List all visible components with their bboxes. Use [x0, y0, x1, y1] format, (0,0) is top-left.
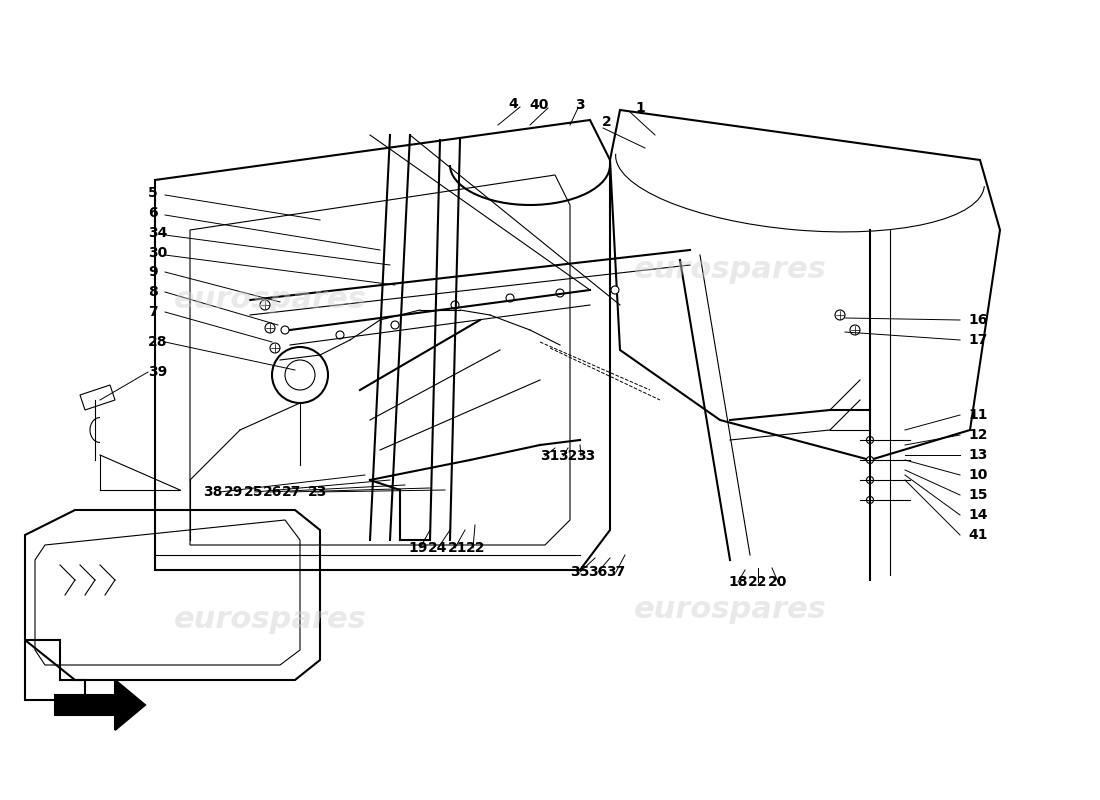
Circle shape [280, 326, 289, 334]
Text: 22: 22 [748, 575, 768, 589]
Text: 17: 17 [968, 333, 988, 347]
Circle shape [867, 437, 873, 443]
Text: 2: 2 [602, 115, 612, 129]
Text: 41: 41 [968, 528, 988, 542]
Text: 11: 11 [968, 408, 988, 422]
Text: 38: 38 [204, 485, 222, 499]
Circle shape [336, 331, 344, 339]
Circle shape [272, 347, 328, 403]
Text: eurospares: eurospares [174, 286, 366, 314]
Text: 40: 40 [529, 98, 549, 112]
Text: 32: 32 [558, 449, 578, 463]
Circle shape [835, 310, 845, 320]
Text: 1: 1 [635, 101, 645, 115]
Text: 26: 26 [263, 485, 283, 499]
Circle shape [270, 343, 280, 353]
Text: 28: 28 [148, 335, 167, 349]
Text: 37: 37 [606, 565, 625, 579]
Text: 19: 19 [408, 541, 428, 555]
Text: 7: 7 [148, 305, 157, 319]
Circle shape [260, 300, 270, 310]
Text: 35: 35 [570, 565, 590, 579]
Circle shape [867, 497, 873, 503]
Text: 30: 30 [148, 246, 167, 260]
Circle shape [451, 301, 459, 309]
Circle shape [610, 286, 619, 294]
Text: 8: 8 [148, 285, 157, 299]
Text: 23: 23 [308, 485, 328, 499]
Text: 25: 25 [244, 485, 264, 499]
Text: 29: 29 [224, 485, 243, 499]
Polygon shape [55, 680, 145, 730]
Circle shape [867, 457, 873, 463]
Text: 21: 21 [448, 541, 468, 555]
Text: 14: 14 [968, 508, 988, 522]
Text: 3: 3 [575, 98, 584, 112]
Circle shape [265, 323, 275, 333]
Text: 22: 22 [466, 541, 485, 555]
Text: eurospares: eurospares [634, 255, 826, 285]
Text: 27: 27 [282, 485, 301, 499]
Text: 24: 24 [428, 541, 448, 555]
Circle shape [867, 477, 873, 483]
Text: 6: 6 [148, 206, 157, 220]
Text: 13: 13 [968, 448, 988, 462]
Text: 10: 10 [968, 468, 988, 482]
Circle shape [850, 325, 860, 335]
Text: 9: 9 [148, 265, 157, 279]
Text: 15: 15 [968, 488, 988, 502]
Text: eurospares: eurospares [174, 606, 366, 634]
Circle shape [390, 321, 399, 329]
Text: 34: 34 [148, 226, 167, 240]
Text: 20: 20 [768, 575, 788, 589]
Text: 33: 33 [576, 449, 595, 463]
Circle shape [556, 289, 564, 297]
Text: 39: 39 [148, 365, 167, 379]
Text: 31: 31 [540, 449, 560, 463]
Circle shape [506, 294, 514, 302]
Text: 36: 36 [588, 565, 607, 579]
Text: 5: 5 [148, 186, 157, 200]
Text: 12: 12 [968, 428, 988, 442]
Circle shape [285, 360, 315, 390]
Text: 16: 16 [968, 313, 988, 327]
Text: eurospares: eurospares [634, 595, 826, 625]
Text: 18: 18 [728, 575, 748, 589]
Text: 4: 4 [508, 97, 518, 111]
